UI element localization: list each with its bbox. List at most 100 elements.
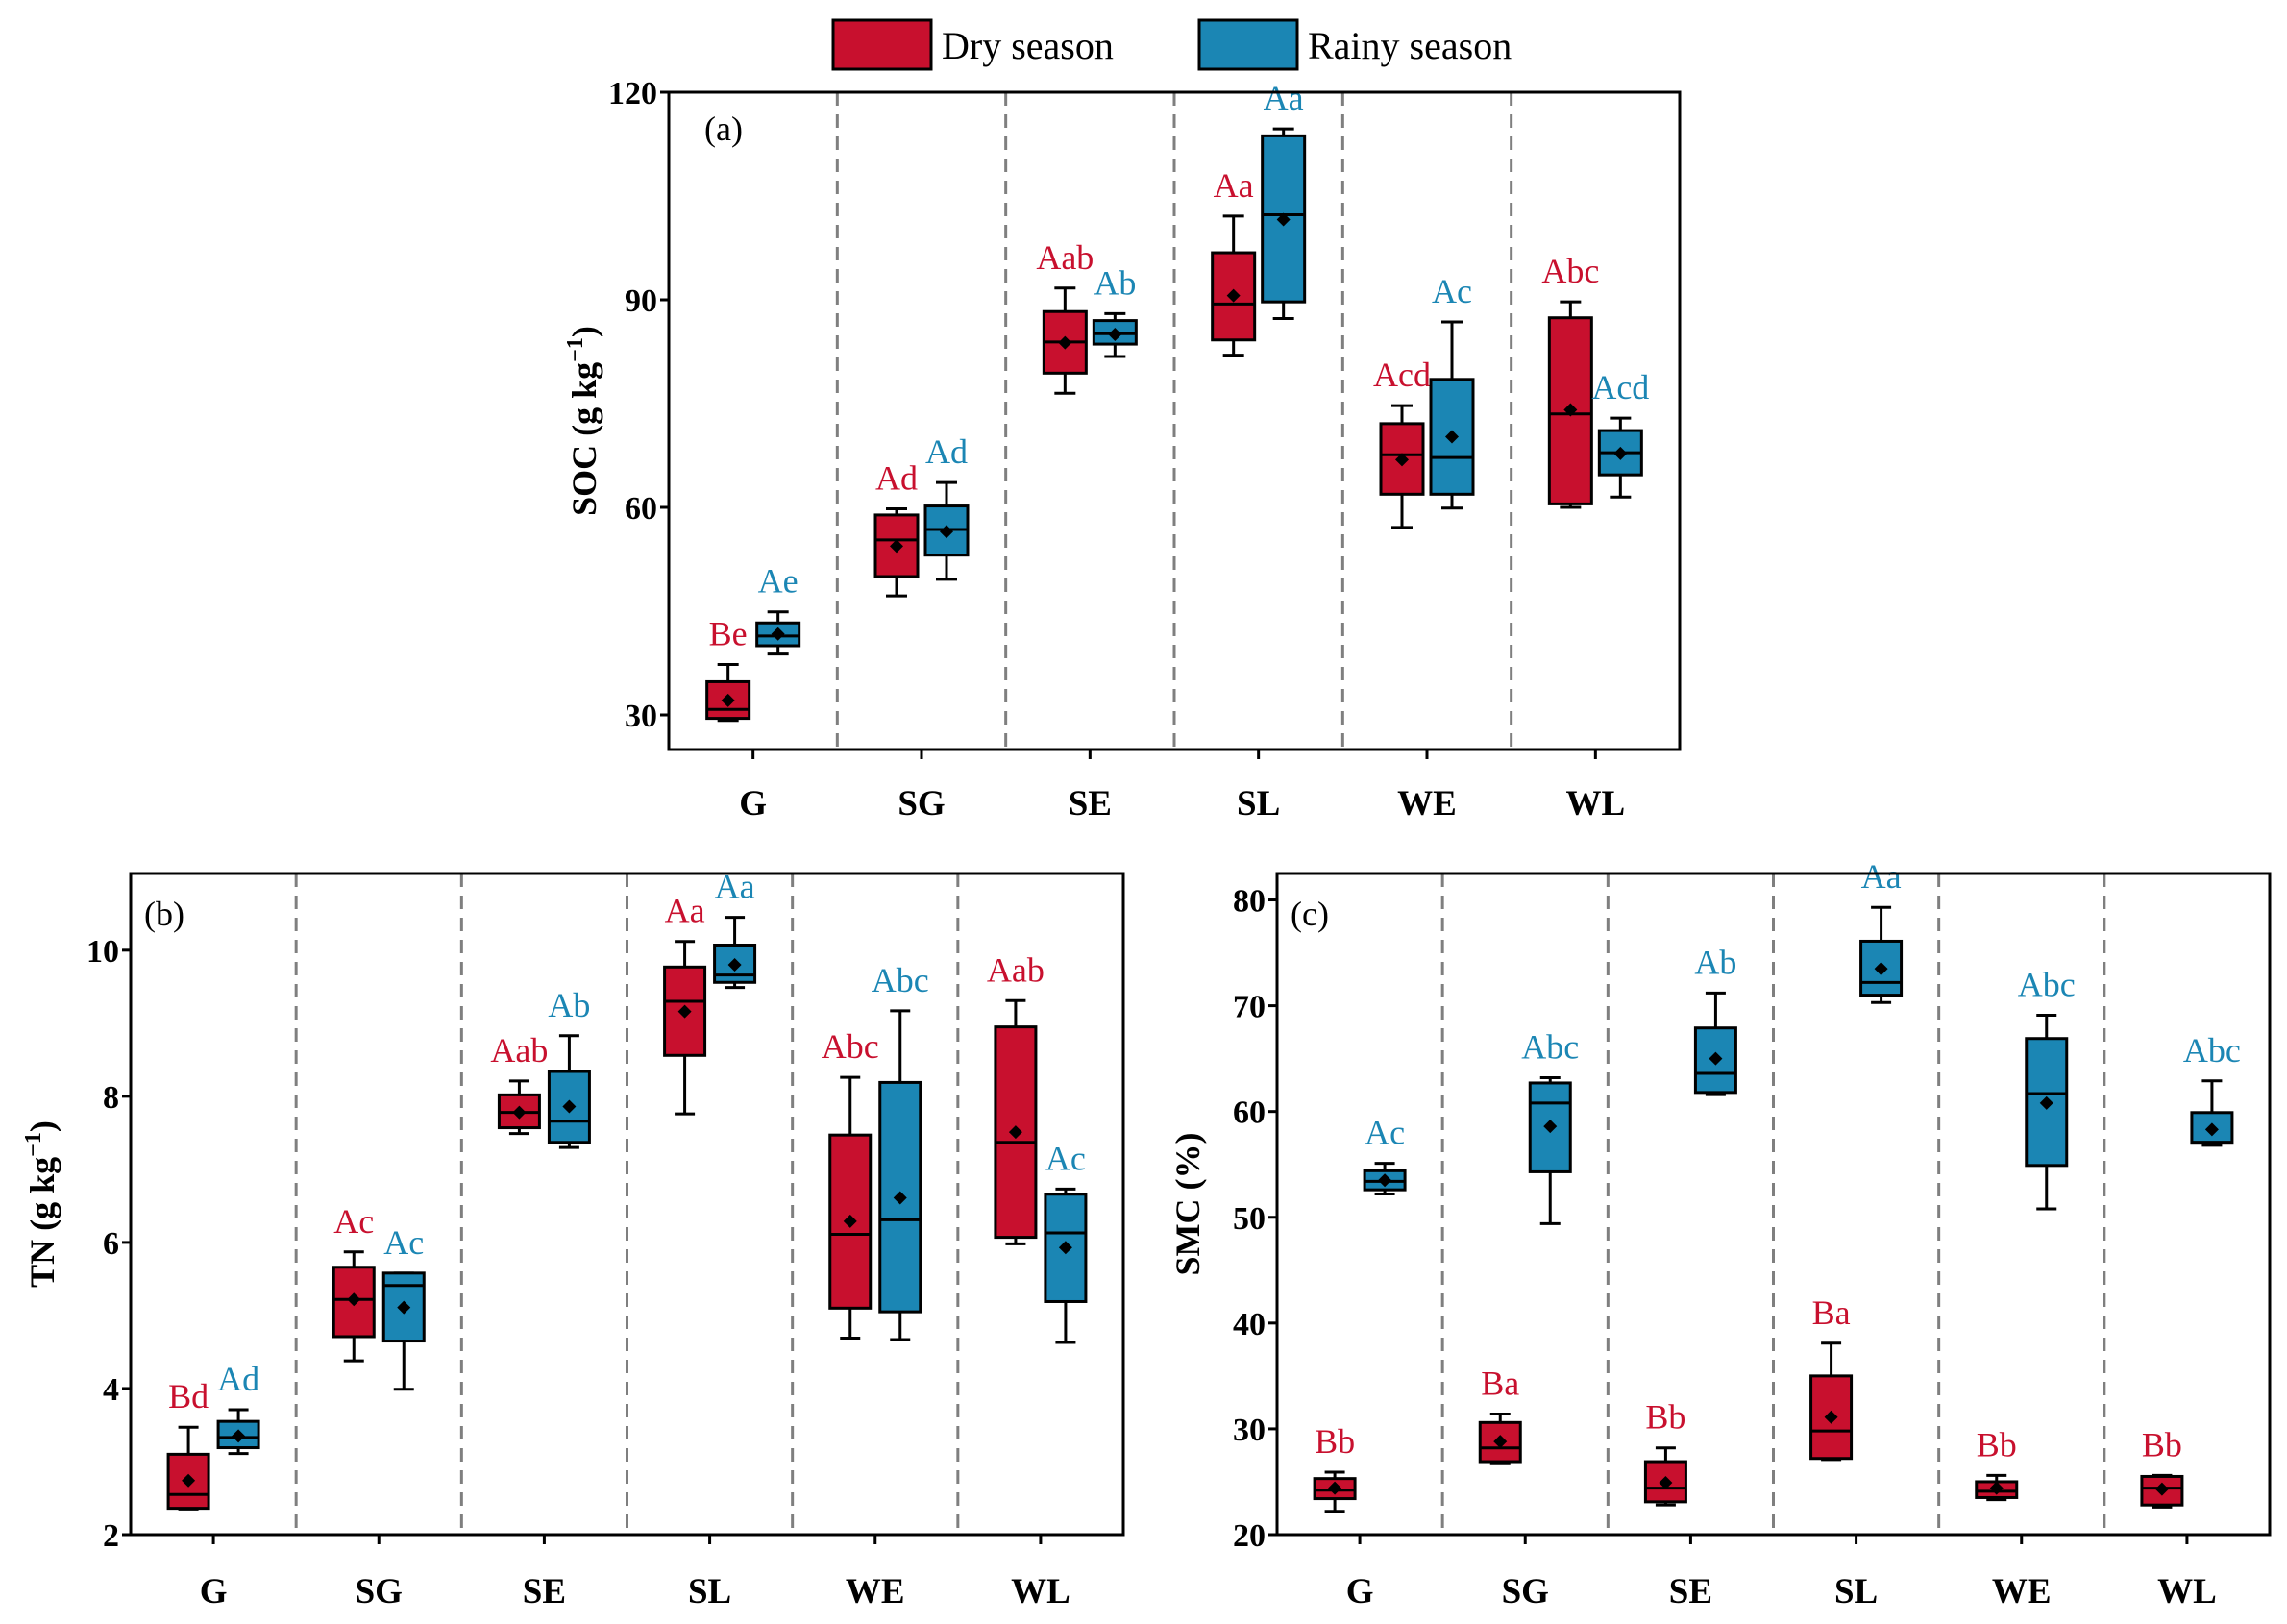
panel-a-x-tick-label: SG (898, 784, 945, 824)
legend: Dry season Rainy season (831, 18, 1512, 71)
panel-b-rainy-mean-marker (232, 1429, 246, 1443)
panel-c-rainy-mean-marker (1543, 1120, 1558, 1134)
panel-b-y-axis-title: TN (g kg−1) (21, 1120, 61, 1288)
panel-b-ylabel-sup: −1 (21, 1132, 46, 1157)
panel-b-y-tick-label: 6 (103, 1226, 119, 1262)
panel-a-dry-mean-marker (1395, 453, 1409, 467)
panel-b-rainy-box (547, 1070, 591, 1144)
panel-b-y-tick-label: 4 (103, 1372, 119, 1408)
panel-b-ylabel-close: ) (23, 1120, 61, 1132)
panel-c-x-tick-label: WE (1992, 1572, 2052, 1612)
panel-c-dry-mean-marker (1824, 1410, 1838, 1424)
panel-c-y-tick-label: 50 (1233, 1201, 1266, 1237)
panel-b-rainy-sig-label: Ac (383, 1223, 424, 1262)
panel-b-y-tick-label: 8 (103, 1080, 119, 1116)
legend-rainy-swatch (1197, 18, 1299, 71)
panel-c-dry-mean-marker (1659, 1476, 1673, 1490)
legend-rainy-label: Rainy season (1308, 24, 1512, 67)
panel-b-x-tick-label: G (200, 1572, 228, 1612)
legend-dry-swatch (831, 18, 933, 71)
panel-c-dry-mean-marker (1989, 1481, 2004, 1495)
panel-b-x-tick-label: SL (688, 1572, 731, 1612)
panel-c-dry-sig-label: Ba (1812, 1293, 1851, 1332)
panel-c-rainy-sig-label: Ac (1365, 1114, 1405, 1152)
panel-c-dry-mean-marker (2154, 1482, 2169, 1496)
panel-c-y-axis-title: SMC (%) (1168, 1133, 1207, 1276)
panel-b-x-tick-label: SG (356, 1572, 403, 1612)
panel-a-dry-mean-marker (1563, 403, 1578, 417)
panel-b-dry-sig-label: Aab (987, 950, 1045, 989)
panel-c-rainy-sig-label: Abc (2018, 966, 2076, 1004)
panel-b-label: (b) (144, 895, 184, 933)
panel-c-dry-sig-label: Bb (2142, 1425, 2182, 1464)
panel-a-rainy-sig-label: Ac (1432, 272, 1472, 310)
panel-c-rainy-box (2190, 1111, 2234, 1145)
panel-b-x-tick-label: SE (523, 1572, 566, 1612)
panel-b-x-tick-label: WE (846, 1572, 905, 1612)
panel-a-soc: 30 60 90 120 G SG SE SL WE WL Be Ad Aab Aa Acd Abc Ae Ad A… (563, 76, 1682, 824)
panel-b-rainy-mean-marker (397, 1300, 411, 1315)
panel-b-dry-sig-label: Abc (822, 1027, 879, 1066)
panel-a-x-tick-label: WL (1565, 784, 1625, 824)
panel-c-x-tick-label: G (1346, 1572, 1374, 1612)
panel-c-dry-sig-label: Ba (1481, 1365, 1519, 1403)
panel-c-dry-mean-marker (1328, 1481, 1342, 1495)
panel-a-rainy-sig-label: Ae (758, 562, 799, 601)
panel-c-y-tick-label: 20 (1233, 1518, 1266, 1554)
panel-a-x-tick-label: SL (1237, 784, 1280, 824)
panel-a-dry-sig-label: Be (709, 614, 748, 652)
panel-c-y-tick-label: 70 (1233, 990, 1266, 1025)
panel-c-rainy-mean-marker (2204, 1122, 2219, 1137)
panel-b-rainy-sig-label: Ac (1045, 1139, 1086, 1177)
panel-a-rainy-mean-marker (1445, 430, 1459, 444)
panel-a-y-axis-title: SOC (g kg−1) (563, 326, 603, 516)
panel-b-dry-mean-marker (182, 1473, 196, 1488)
panel-b-dry-sig-label: Ac (333, 1202, 374, 1241)
panel-c-rainy-mean-marker (1378, 1173, 1392, 1188)
panel-a-dry-sig-label: Aab (1036, 238, 1094, 277)
panel-a-dry-mean-marker (1058, 335, 1072, 350)
panel-b-rainy-mean-marker (562, 1099, 577, 1114)
panel-a-rainy-mean-marker (1108, 328, 1122, 341)
panel-b-frame (129, 872, 1125, 1537)
panel-a-y-tick-label: 60 (625, 491, 657, 527)
panel-a-ylabel-main: SOC (g kg (565, 362, 603, 516)
panel-a-ylabel-close: ) (565, 326, 603, 337)
panel-b-rainy-mean-marker (727, 958, 742, 972)
panel-a-dry-mean-marker (890, 539, 903, 554)
panel-c-dry-sig-label: Bb (1645, 1398, 1685, 1437)
panel-c-smc: 20 30 40 50 60 70 80 G SG SE SL WE WL Bb Ba Bb Ba Bb Bb Ac A… (1168, 857, 2272, 1612)
panel-a-dry-sig-label: Ad (875, 458, 918, 497)
panel-b-dry-mean-marker (677, 1004, 692, 1019)
panel-c-dry-mean-marker (1493, 1435, 1508, 1449)
panel-a-x-tick-label: SE (1069, 784, 1112, 824)
panel-a-ylabel-sup: −1 (563, 337, 588, 362)
panel-b-y-tick-label: 2 (103, 1518, 119, 1554)
panel-b-dry-mean-marker (347, 1292, 361, 1307)
panel-c-rainy-mean-marker (2039, 1095, 2053, 1110)
panel-c-y-tick-label: 30 (1233, 1413, 1266, 1448)
panel-a-rainy-sig-label: Aa (1264, 79, 1304, 117)
panel-b-rainy-mean-marker (893, 1191, 907, 1205)
panel-a-rainy-mean-marker (940, 525, 953, 539)
panel-b-rainy-sig-label: Ad (217, 1360, 259, 1398)
panel-b-dry-mean-marker (843, 1214, 857, 1228)
panel-c-rainy-mean-marker (1709, 1051, 1723, 1066)
panel-c-rainy-box (1859, 939, 1904, 997)
panel-c-label: (c) (1291, 895, 1329, 933)
panel-a-rainy-sig-label: Acd (1591, 368, 1649, 406)
panel-c-y-tick-label: 80 (1233, 884, 1266, 920)
panel-a-frame (667, 90, 1682, 751)
panel-a-rainy-sig-label: Ab (1094, 263, 1136, 302)
panel-a-label: (a) (704, 110, 743, 148)
panel-b-rainy-sig-label: Abc (872, 961, 929, 999)
panel-a-rainy-mean-marker (771, 627, 785, 641)
panel-b-dry-mean-marker (512, 1105, 527, 1120)
panel-a-dry-mean-marker (1226, 288, 1241, 303)
panel-a-y-tick-label: 30 (625, 699, 657, 734)
panel-c-dry-sig-label: Bb (1315, 1422, 1355, 1461)
panel-c-plot: 20 30 40 50 60 70 80 G SG SE SL WE WL Bb Ba Bb Ba Bb Bb Ac A… (1233, 857, 2241, 1612)
panel-c-ylabel-main: SMC (%) (1168, 1133, 1207, 1276)
